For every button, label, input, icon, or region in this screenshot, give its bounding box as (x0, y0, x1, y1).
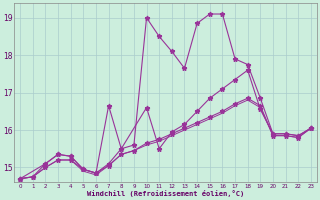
X-axis label: Windchill (Refroidissement éolien,°C): Windchill (Refroidissement éolien,°C) (87, 190, 244, 197)
